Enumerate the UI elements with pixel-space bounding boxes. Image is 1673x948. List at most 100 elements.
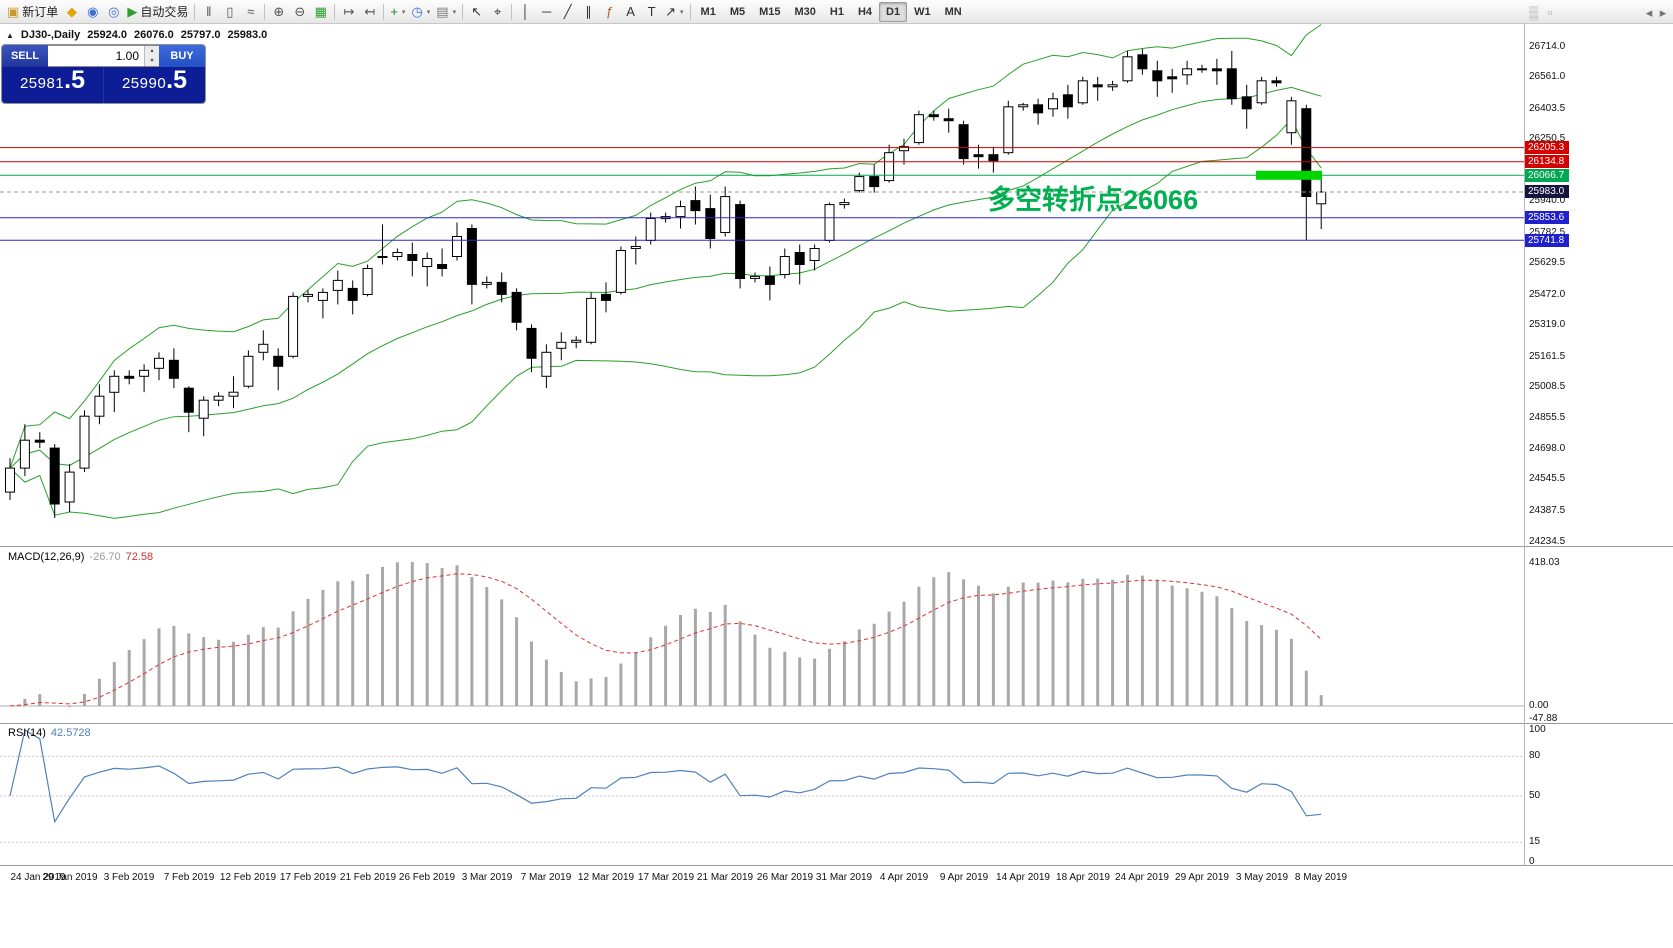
timeframe-w1-button[interactable]: W1 xyxy=(914,5,931,18)
vertical-line-button[interactable]: │ xyxy=(515,2,536,22)
rsi-scale-label: 80 xyxy=(1529,750,1541,761)
toolbar-scroll-left-button[interactable]: ◂ xyxy=(1642,2,1656,22)
candle-body xyxy=(288,295,299,357)
cursor-button[interactable]: ↖ xyxy=(466,2,487,22)
toolbar-separator xyxy=(334,3,336,20)
chart-window-button[interactable]: ▫ xyxy=(1543,2,1557,22)
candle-body xyxy=(64,471,75,503)
timeframe-m1-button[interactable]: M1 xyxy=(700,5,716,18)
toolbar-scroll-right-button[interactable]: ▸ xyxy=(1656,2,1670,22)
volume-decrease-button[interactable]: ▾ xyxy=(145,56,159,66)
fibonacci-retracement-button[interactable]: ƒ xyxy=(599,2,620,22)
rsi-scale-label: 15 xyxy=(1529,836,1541,847)
new-order-label: 新订单 xyxy=(22,5,59,19)
timeframe-mn-button[interactable]: MN xyxy=(944,5,962,18)
volume-field[interactable]: 1.00 ▴ ▾ xyxy=(48,45,159,67)
sell-button[interactable]: SELL xyxy=(2,45,48,67)
candle-body xyxy=(779,256,790,275)
timeframe-h1-button[interactable]: H1 xyxy=(829,5,844,18)
candle-body xyxy=(1018,104,1029,108)
main-chart[interactable] xyxy=(0,24,1524,546)
macd-panel[interactable] xyxy=(0,546,1673,723)
horizontal-line-icon: ─ xyxy=(542,4,552,19)
candle-body xyxy=(481,281,492,285)
timeframe-m15-button[interactable]: M15 xyxy=(759,5,781,18)
text-label-button[interactable]: T xyxy=(641,2,662,22)
timeframe-h4-button[interactable]: H4 xyxy=(857,5,873,18)
candle-body xyxy=(1152,70,1163,82)
text-button[interactable]: A xyxy=(620,2,641,22)
date-label: 17 Mar 2019 xyxy=(637,872,695,883)
candle-body xyxy=(1197,68,1207,71)
candle-body xyxy=(1077,80,1088,104)
zoom-out-button[interactable]: ⊖ xyxy=(289,2,310,22)
auto-scroll-button[interactable]: ↦ xyxy=(338,2,359,22)
candle-body xyxy=(556,341,567,349)
volume-increase-button[interactable]: ▴ xyxy=(145,46,159,56)
candle-body xyxy=(168,359,179,379)
tile-windows-button[interactable]: ▦ xyxy=(310,2,331,22)
data-window-button[interactable]: ◎ xyxy=(103,2,124,22)
candle-body xyxy=(735,204,746,280)
rsi-label-name: RSI(14) xyxy=(8,727,46,739)
toolbar-separator xyxy=(194,3,196,20)
price-scale-label: 26403.5 xyxy=(1529,103,1566,114)
bar-chart-button[interactable]: ‖ xyxy=(198,2,219,22)
candle-body xyxy=(1003,106,1014,154)
timeframe-m5-button[interactable]: M5 xyxy=(729,5,746,18)
market-watch-button[interactable]: ◉ xyxy=(82,2,103,22)
auto-trading-button[interactable]: ▶ 自动交易 xyxy=(124,2,191,22)
sell-price[interactable]: 25981 .5 xyxy=(2,67,103,103)
volume-value[interactable]: 1.00 xyxy=(115,49,139,63)
candle-body xyxy=(869,176,880,188)
candle-body xyxy=(407,254,418,261)
candle-body xyxy=(1286,100,1297,134)
candlestick-chart-icon: ▯ xyxy=(226,4,234,19)
auto-scroll-icon: ↦ xyxy=(343,4,355,19)
main-chart-canvas[interactable] xyxy=(0,24,1524,546)
candle-body xyxy=(1048,98,1058,110)
date-label: 31 Mar 2019 xyxy=(815,872,873,883)
candle-body xyxy=(750,275,760,279)
candle-body xyxy=(362,268,373,295)
candle-body xyxy=(943,118,954,122)
one-click-collapse-icon[interactable]: ▲ xyxy=(6,30,14,40)
profiles-button[interactable]: ◆ xyxy=(61,2,82,22)
toolbar-separator xyxy=(264,3,266,20)
chart-shift-button[interactable]: ↤ xyxy=(359,2,380,22)
equidistant-channel-button[interactable]: ∥ xyxy=(578,2,599,22)
toolbar-overflow-group: ◂ ▸ xyxy=(1642,2,1670,22)
timeframe-d1-button[interactable]: D1 xyxy=(879,1,908,22)
toolbar-grip-button[interactable]: ▒ xyxy=(1526,2,1541,22)
candle-body xyxy=(183,387,194,413)
toolbar-scroll-left-icon: ◂ xyxy=(1645,4,1653,20)
new-order-button[interactable]: ▣ 新订单 xyxy=(4,2,61,22)
price-scale-label: 25472.0 xyxy=(1529,289,1566,300)
crosshair-button[interactable]: ⌖ xyxy=(487,2,508,22)
candle-body xyxy=(690,200,701,212)
candle-body xyxy=(586,297,597,343)
trendline-button[interactable]: ╱ xyxy=(557,2,578,22)
annotation-text[interactable]: 多空转折点26066 xyxy=(988,185,1199,215)
vertical-line-icon: │ xyxy=(521,4,530,19)
horizontal-line-button[interactable]: ─ xyxy=(536,2,557,22)
turning-point-highlight-bar[interactable] xyxy=(1256,170,1322,180)
date-axis[interactable]: 24 Jan 2019 29 Jan 2019 3 Feb 2019 7 Feb 20… xyxy=(0,865,1673,948)
candlestick-chart-button[interactable]: ▯ xyxy=(219,2,240,22)
candle-body xyxy=(1226,68,1237,100)
buy-price[interactable]: 25990 .5 xyxy=(104,67,205,103)
candle-body xyxy=(988,154,999,162)
rsi-canvas[interactable] xyxy=(0,724,1524,865)
zoom-in-icon: ⊕ xyxy=(273,4,285,19)
rsi-panel[interactable] xyxy=(0,723,1673,865)
line-chart-button[interactable]: ≈ xyxy=(240,2,261,22)
arrows-button[interactable]: ↗ ▾ xyxy=(662,2,686,22)
timeframe-m30-button[interactable]: M30 xyxy=(794,5,816,18)
buy-button[interactable]: BUY xyxy=(159,45,205,67)
macd-canvas[interactable] xyxy=(0,547,1524,723)
indicators-button[interactable]: + ▾ xyxy=(387,2,408,22)
candle-body xyxy=(601,293,611,301)
templates-button[interactable]: ▤ ▾ xyxy=(433,2,459,22)
periods-button[interactable]: ◷ ▾ xyxy=(408,2,433,22)
zoom-in-button[interactable]: ⊕ xyxy=(268,2,289,22)
